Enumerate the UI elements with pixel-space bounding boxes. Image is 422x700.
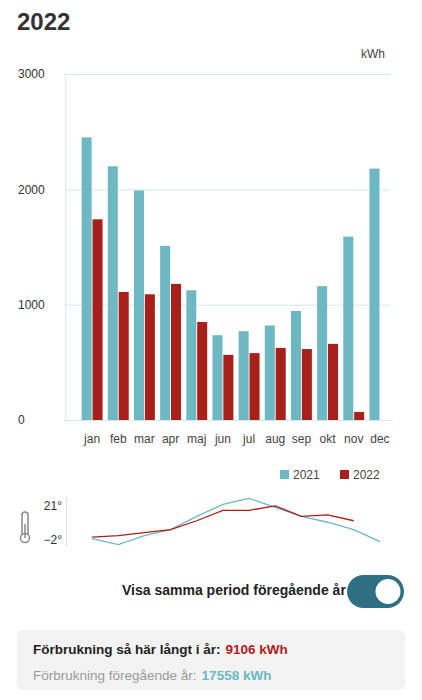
temp-y-tick: 21° — [44, 499, 66, 513]
bar — [276, 348, 286, 420]
bar — [108, 166, 118, 420]
thermometer-level — [24, 524, 26, 538]
x-tick: mar — [134, 420, 155, 446]
legend-swatch — [340, 470, 349, 479]
x-tick-label: apr — [162, 432, 179, 446]
summary-current-value: 9106 kWh — [226, 642, 288, 657]
bar — [134, 190, 144, 420]
x-tick-label: okt — [320, 432, 337, 446]
bar — [197, 322, 207, 420]
legend-item: 2021 — [280, 468, 320, 482]
summary-box — [17, 630, 405, 690]
bar — [212, 335, 222, 420]
x-tick-label: sep — [292, 432, 312, 446]
x-tick: dec — [370, 420, 389, 446]
x-tick: feb — [110, 420, 127, 446]
bar — [343, 237, 353, 420]
x-tick-label: dec — [370, 432, 389, 446]
y-tick-label: 0 — [18, 413, 25, 427]
x-axis: janfebmaraprmajjunjulaugsepoktnovdec — [80, 420, 394, 446]
x-axis-line — [80, 420, 394, 421]
y-tick-label: 1000 — [18, 298, 45, 312]
temp-y-axis: −2° 21° — [44, 498, 67, 548]
bar-series — [82, 137, 380, 420]
legend-label: 2021 — [293, 468, 320, 482]
bar — [239, 331, 249, 420]
toggle-switch[interactable] — [347, 575, 404, 608]
summary-previous: Förbrukning föregående år: 17558 kWh — [33, 668, 271, 683]
y-axis: 0 1000 2000 3000 — [18, 67, 390, 427]
bar-series — [93, 219, 365, 420]
legend-label: 2022 — [353, 468, 380, 482]
bar — [354, 412, 364, 420]
title: 2022 — [17, 8, 70, 35]
summary-current-label: Förbrukning så här långt i år: — [33, 642, 221, 657]
temp-y-tick-label: −2° — [44, 533, 63, 547]
x-tick-label: feb — [110, 432, 127, 446]
x-tick: sep — [292, 420, 312, 446]
x-tick: apr — [162, 420, 179, 446]
bar — [160, 246, 170, 420]
bar — [82, 137, 92, 420]
bar — [186, 290, 196, 420]
bar — [317, 286, 327, 420]
grid-line — [65, 74, 390, 75]
thermometer-icon — [21, 512, 30, 543]
temp-line — [92, 498, 380, 544]
x-tick: jan — [83, 420, 100, 446]
legend: 2021 2022 — [280, 468, 380, 482]
x-tick-label: nov — [344, 432, 363, 446]
page: 2022 kWh 0 1000 2000 3000 janfebmaraprmajjunju… — [0, 0, 422, 700]
legend-swatch — [280, 470, 289, 479]
temp-line — [92, 506, 354, 537]
x-tick-label: aug — [265, 432, 285, 446]
toggle-knob[interactable] — [376, 579, 401, 604]
temp-y-tick-label: 21° — [44, 499, 62, 513]
temp-y-axis-line — [66, 498, 67, 547]
legend-item: 2022 — [340, 468, 380, 482]
bar — [171, 284, 181, 420]
bar — [369, 169, 379, 420]
bar — [250, 353, 260, 420]
bar — [291, 311, 301, 420]
summary-previous-label: Förbrukning föregående år: — [33, 668, 197, 683]
x-tick-label: maj — [187, 432, 206, 446]
x-tick: nov — [344, 420, 363, 446]
x-tick: jun — [214, 420, 231, 446]
bar — [328, 344, 338, 420]
x-tick-label: jun — [214, 432, 231, 446]
y-tick: 2000 — [18, 183, 390, 197]
x-tick: jul — [242, 420, 255, 446]
x-tick-label: jan — [83, 432, 100, 446]
x-tick-label: mar — [134, 432, 155, 446]
bar — [223, 355, 233, 420]
toggle-label: Visa samma period föregående år — [122, 582, 346, 598]
temp-y-tick: −2° — [44, 533, 66, 547]
x-tick: aug — [265, 420, 285, 446]
y-tick-label: 3000 — [18, 67, 45, 81]
temp-lines — [92, 498, 380, 544]
bar — [93, 219, 103, 420]
y-tick: 1000 — [18, 298, 390, 312]
bar — [119, 292, 129, 420]
y-axis-unit: kWh — [361, 47, 385, 61]
y-tick: 3000 — [18, 67, 390, 81]
y-axis-line — [65, 75, 66, 421]
x-tick: maj — [187, 420, 206, 446]
x-tick-label: jul — [242, 432, 255, 446]
bar — [265, 325, 275, 420]
bars — [82, 137, 380, 420]
toggle-track[interactable] — [347, 575, 404, 608]
y-tick-label: 2000 — [18, 183, 45, 197]
summary-previous-value: 17558 kWh — [202, 668, 272, 683]
summary-current: Förbrukning så här långt i år: 9106 kWh — [33, 642, 288, 657]
bar — [302, 349, 312, 420]
bar — [145, 294, 155, 420]
x-tick: okt — [320, 420, 337, 446]
